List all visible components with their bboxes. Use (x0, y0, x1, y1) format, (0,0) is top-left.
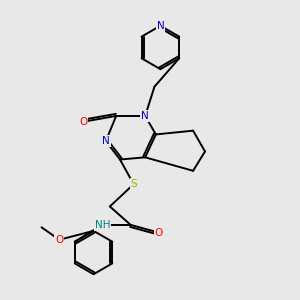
Text: N: N (157, 21, 164, 31)
Text: O: O (55, 235, 64, 245)
Text: N: N (102, 136, 110, 146)
Text: O: O (155, 228, 163, 238)
Text: NH: NH (95, 220, 110, 230)
Text: S: S (130, 179, 137, 189)
Text: O: O (79, 117, 87, 127)
Text: N: N (141, 111, 149, 121)
